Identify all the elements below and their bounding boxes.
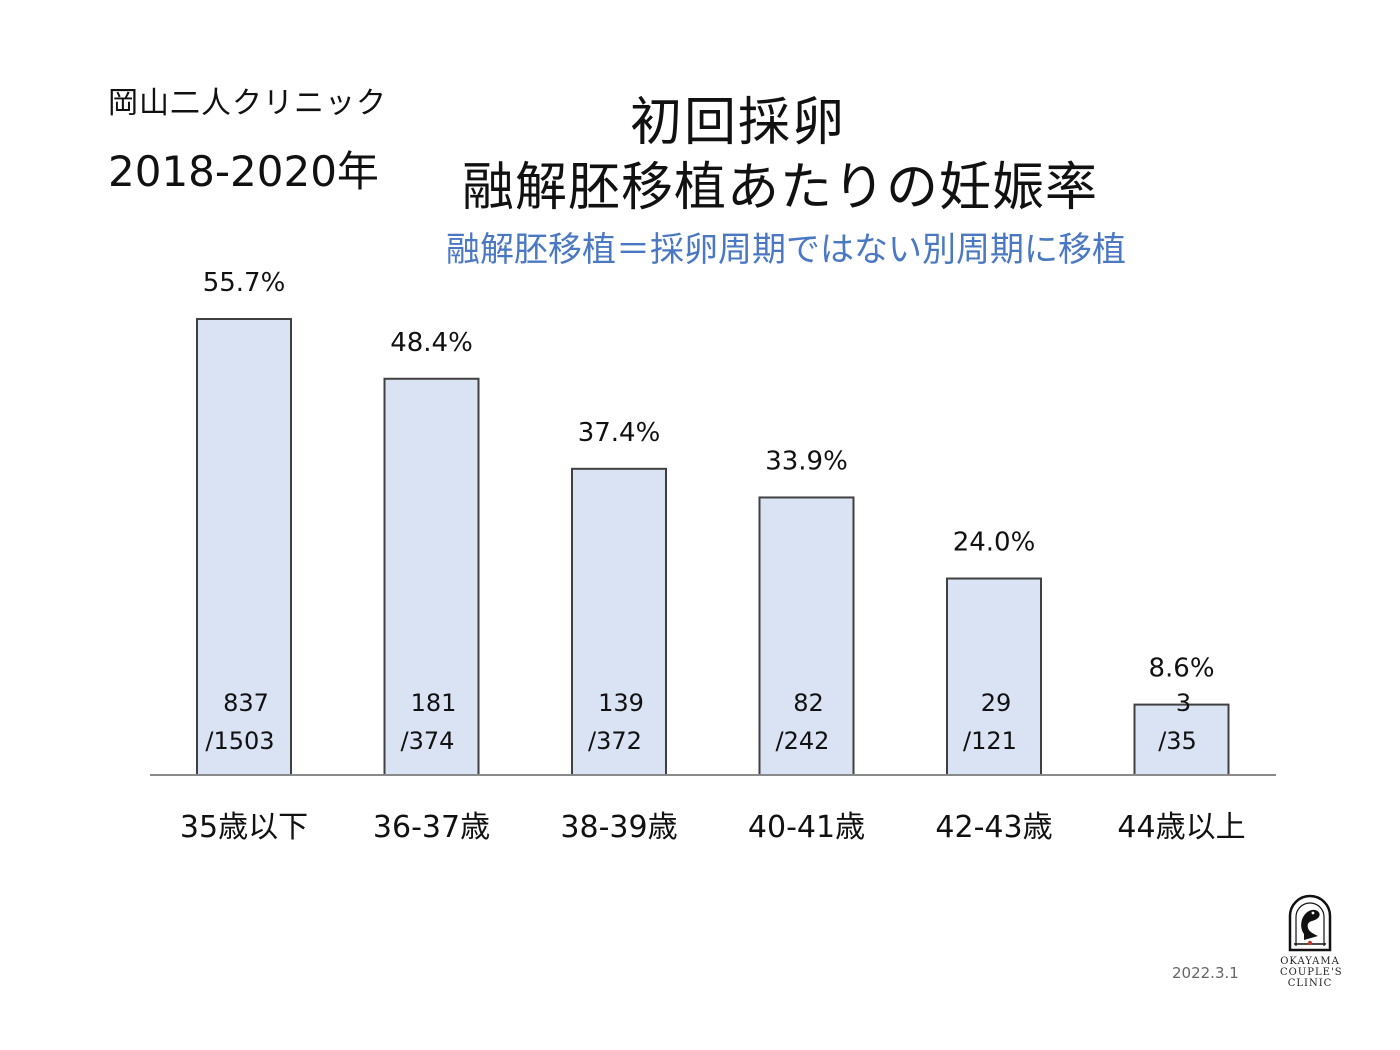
- x-tick-label: 40-41歳: [748, 810, 865, 845]
- bar-count-numerator: 3: [1176, 689, 1191, 717]
- chart-title-line2: 融解胚移植あたりの妊娠率: [462, 158, 1099, 218]
- bar-count-numerator: 837: [223, 689, 269, 717]
- clinic-name: 岡山二人クリニック: [108, 86, 387, 121]
- slide-date: 2022.3.1: [1172, 964, 1239, 982]
- bar-count-numerator: 181: [411, 689, 457, 717]
- clinic-logo: OKAYAMA COUPLE'S CLINIC: [1280, 890, 1343, 989]
- bar-value-label: 48.4%: [390, 328, 473, 358]
- bar-count-denominator: /372: [588, 727, 642, 755]
- bar-count-denominator: /374: [401, 727, 455, 755]
- logo-text-line3: CLINIC: [1287, 978, 1333, 989]
- logo-text-line2: COUPLE'S: [1280, 967, 1343, 978]
- bar-count-denominator: /121: [963, 727, 1017, 755]
- crane-emblem-icon: [1288, 894, 1332, 952]
- bar-value-label: 37.4%: [578, 418, 661, 448]
- chart-title-line1: 初回採卵: [630, 93, 847, 153]
- bar: [571, 467, 667, 776]
- chart-subtitle: 融解胚移植＝採卵周期ではない別周期に移植: [446, 230, 1126, 270]
- bar: [758, 496, 855, 776]
- x-tick-label: 44歳以上: [1117, 810, 1245, 845]
- bar-count-denominator: /1503: [205, 727, 274, 755]
- bar: [383, 377, 480, 776]
- bar-value-label: 33.9%: [765, 446, 848, 476]
- bar-count-numerator: 29: [981, 689, 1012, 717]
- x-tick-label: 36-37歳: [373, 810, 490, 845]
- bar-count-numerator: 139: [598, 689, 644, 717]
- bar-count-numerator: 82: [793, 689, 824, 717]
- bar-value-label: 24.0%: [953, 528, 1036, 558]
- x-tick-label: 38-39歳: [560, 810, 677, 845]
- bar-count-denominator: /242: [776, 727, 830, 755]
- bar-count-denominator: /35: [1158, 727, 1197, 755]
- bar: [196, 318, 292, 776]
- bar-value-label: 8.6%: [1148, 654, 1214, 684]
- x-tick-label: 42-43歳: [935, 810, 1052, 845]
- logo-text-line1: OKAYAMA: [1280, 956, 1340, 967]
- bar-value-label: 55.7%: [203, 268, 286, 298]
- period-label: 2018-2020年: [108, 147, 379, 196]
- x-tick-label: 35歳以下: [180, 810, 308, 845]
